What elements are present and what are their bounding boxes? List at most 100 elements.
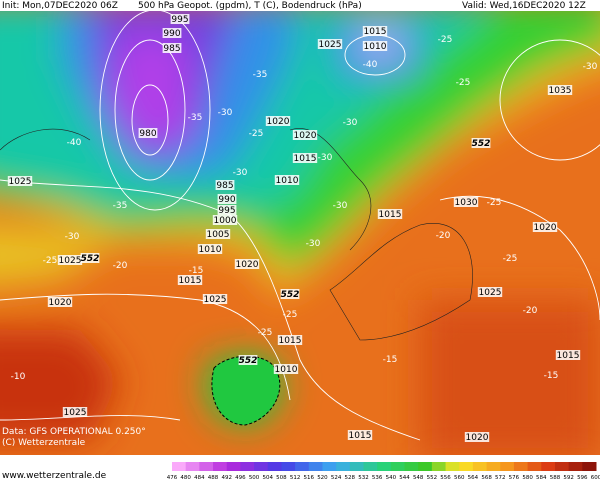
colorbar-swatch [308, 462, 323, 471]
temperature-label: -30 [306, 239, 321, 249]
isobar-label: 1025 [64, 408, 87, 418]
isobar-label: 1015 [294, 154, 317, 164]
geopotential-label-box [238, 355, 258, 365]
isobar-label: 1030 [455, 198, 478, 208]
colorbar-label: 480 [180, 475, 191, 481]
colorbar-swatch [404, 462, 419, 471]
isobar-label-box [532, 222, 558, 232]
footer-copyright: (C) Wetterzentrale [2, 438, 86, 448]
isobar-label: 985 [163, 44, 180, 54]
isobar-label-box [234, 259, 260, 269]
isobar-label-box [138, 128, 158, 138]
colorbar-label: 560 [454, 475, 465, 481]
isobar-label: 1015 [279, 336, 302, 346]
colorbar-swatch [377, 462, 392, 471]
geopotential-label-box [80, 253, 100, 263]
isobar-label-box [317, 39, 343, 49]
temperature-label: -30 [233, 168, 248, 178]
temperature-label: -25 [456, 78, 471, 88]
temperature-label: -25 [438, 35, 453, 45]
isobar-label-box [555, 350, 581, 360]
header-init: Init: Mon,07DEC2020 06Z [2, 1, 118, 11]
temperature-label: -25 [258, 328, 273, 338]
colorbar-swatch [541, 462, 556, 471]
isobar-label: 990 [218, 195, 235, 205]
isobar-label-box [62, 407, 88, 417]
isobar-label: 1020 [294, 131, 317, 141]
isobar-label: 1010 [364, 42, 387, 52]
isobar-label-box [547, 85, 573, 95]
isobar-label: 1025 [9, 177, 32, 187]
colorbar-label: 552 [427, 475, 438, 481]
colorbar-label: 512 [290, 475, 301, 481]
isobar-label: 1015 [179, 276, 202, 286]
colorbar-swatch [172, 462, 187, 471]
isobar-label-box [162, 43, 182, 53]
isobar-label: 1000 [214, 216, 237, 226]
isobar-label: 1025 [479, 288, 502, 298]
temperature-label: -30 [333, 201, 348, 211]
temperature-label: -30 [65, 232, 80, 242]
colorbar-label: 576 [509, 475, 520, 481]
isobar-label: 1015 [379, 210, 402, 220]
isobar-label-box [464, 432, 490, 442]
colorbar-swatch [295, 462, 310, 471]
isobar-label-box [265, 116, 291, 126]
isobar-label-box [292, 153, 318, 163]
temperature-label: -25 [249, 129, 264, 139]
temperature-label: -15 [544, 371, 559, 381]
colorbar-label: 536 [372, 475, 383, 481]
field [0, 11, 600, 455]
colorbar-swatch [513, 462, 529, 471]
temperature-label: -30 [583, 62, 598, 72]
footer-url: www.wetterzentrale.de [2, 471, 107, 481]
geopotential-label-box [471, 138, 491, 148]
isobar-label-box [217, 194, 237, 204]
isobar-label: 1020 [236, 260, 259, 270]
isobar-label: 1005 [207, 230, 230, 240]
temperature-label: -25 [487, 198, 502, 208]
temperature-label: -15 [189, 266, 204, 276]
isobar-label: 1010 [199, 245, 222, 255]
colorbar-swatch [418, 462, 433, 471]
colorbar-swatch [554, 462, 570, 471]
colorbar-label: 500 [249, 475, 260, 481]
colorbar-label: 492 [221, 475, 232, 481]
isobar-label: 1025 [59, 256, 82, 266]
isobar-label-box [453, 197, 479, 207]
header-bar [0, 0, 600, 11]
isobar-label-box [177, 275, 203, 285]
isobar-label: 1025 [319, 40, 342, 50]
colorbar-label: 564 [468, 475, 479, 481]
geopotential-label: 552 [281, 290, 300, 300]
colorbar-swatch [199, 462, 214, 471]
isobar-label: 1020 [534, 223, 557, 233]
header-title: 500 hPa Geopot. (gpdm), T (C), Bodendruc… [138, 1, 362, 11]
colorbar-swatch [486, 462, 501, 471]
temperature-label: -30 [318, 153, 333, 163]
temperature-label: -15 [383, 355, 398, 365]
isobar-label: 1020 [267, 117, 290, 127]
temperature-label: -35 [188, 113, 203, 123]
colorbar-label: 596 [577, 475, 588, 481]
temperature-label: -25 [283, 310, 298, 320]
temperature-label: -20 [113, 261, 128, 271]
isobars [0, 11, 600, 441]
colorbar-swatch [349, 462, 364, 471]
isobar-label-box [202, 294, 228, 304]
isobar-label-box [162, 28, 182, 38]
isobar-label: 995 [218, 206, 235, 216]
colorbar-label: 592 [563, 475, 574, 481]
isobar-label-box [347, 430, 373, 440]
colorbar-label: 548 [413, 475, 424, 481]
isobar-label-box [273, 364, 299, 374]
temperature-label: -35 [113, 201, 128, 211]
colorbar-swatch [568, 462, 583, 471]
colorbar-swatch [322, 462, 337, 471]
map-labels: 9959909859801025101510101020102010151010… [7, 14, 598, 443]
colorbar-label: 520 [317, 475, 328, 481]
isobar-label: 1035 [549, 86, 572, 96]
temperature-label: -40 [363, 60, 378, 70]
colorbar-swatch [431, 462, 447, 471]
